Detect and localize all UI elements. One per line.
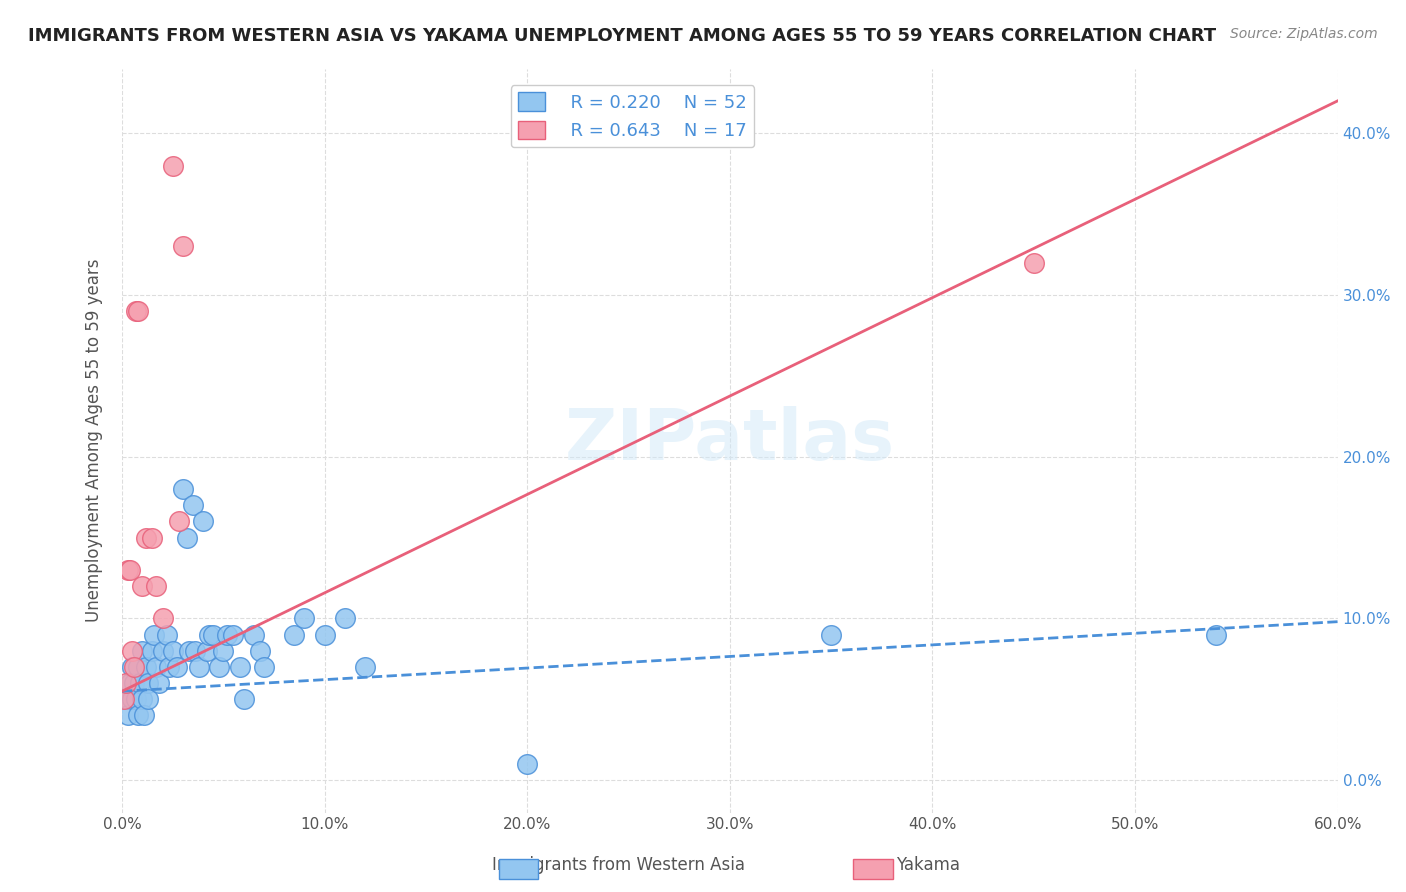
Point xyxy=(112,692,135,706)
Point xyxy=(120,676,142,690)
Point xyxy=(134,708,156,723)
Point xyxy=(1022,255,1045,269)
Point xyxy=(156,627,179,641)
Point xyxy=(184,644,207,658)
Point xyxy=(135,660,157,674)
Point xyxy=(181,498,204,512)
Point xyxy=(138,692,160,706)
Point xyxy=(516,757,538,772)
Point xyxy=(145,579,167,593)
Point xyxy=(354,660,377,674)
Text: IMMIGRANTS FROM WESTERN ASIA VS YAKAMA UNEMPLOYMENT AMONG AGES 55 TO 59 YEARS CO: IMMIGRANTS FROM WESTERN ASIA VS YAKAMA U… xyxy=(28,27,1216,45)
Point xyxy=(195,644,218,658)
Point xyxy=(177,644,200,658)
Legend:   R = 0.220    N = 52,   R = 0.643    N = 17: R = 0.220 N = 52, R = 0.643 N = 17 xyxy=(510,85,755,147)
Point xyxy=(228,660,250,674)
Point xyxy=(292,611,315,625)
Point xyxy=(333,611,356,625)
Point xyxy=(138,676,160,690)
Point xyxy=(162,644,184,658)
Point xyxy=(131,644,153,658)
Point xyxy=(122,676,145,690)
Point xyxy=(212,644,235,658)
Text: Yakama: Yakama xyxy=(896,855,960,873)
Point xyxy=(208,660,231,674)
Text: Source: ZipAtlas.com: Source: ZipAtlas.com xyxy=(1230,27,1378,41)
Point xyxy=(120,563,142,577)
Point xyxy=(152,611,174,625)
Point xyxy=(127,660,149,674)
Point xyxy=(129,676,152,690)
Point xyxy=(141,644,163,658)
Point xyxy=(145,660,167,674)
Point xyxy=(172,482,194,496)
Point xyxy=(249,644,271,658)
Point xyxy=(820,627,842,641)
Point xyxy=(135,531,157,545)
Point xyxy=(188,660,211,674)
Point xyxy=(117,708,139,723)
Point xyxy=(121,644,143,658)
Point xyxy=(198,627,221,641)
Point xyxy=(242,627,264,641)
Point xyxy=(125,692,148,706)
Point xyxy=(121,692,143,706)
Point xyxy=(176,531,198,545)
Point xyxy=(202,627,225,641)
Point xyxy=(143,627,166,641)
Point xyxy=(172,239,194,253)
Point xyxy=(127,304,149,318)
Point xyxy=(314,627,336,641)
Point xyxy=(127,708,149,723)
Point xyxy=(1205,627,1227,641)
Point xyxy=(222,627,245,641)
Point xyxy=(232,692,254,706)
Point xyxy=(148,676,170,690)
Point xyxy=(283,627,305,641)
Point xyxy=(162,159,184,173)
Point xyxy=(122,660,145,674)
Point xyxy=(131,692,153,706)
Point xyxy=(253,660,276,674)
Point xyxy=(191,515,214,529)
Point xyxy=(115,676,138,690)
Point xyxy=(117,563,139,577)
Point xyxy=(141,531,163,545)
Text: ZIPatlas: ZIPatlas xyxy=(565,406,894,475)
Point xyxy=(167,515,190,529)
Point xyxy=(121,660,143,674)
Text: Immigrants from Western Asia: Immigrants from Western Asia xyxy=(492,855,745,873)
Y-axis label: Unemployment Among Ages 55 to 59 years: Unemployment Among Ages 55 to 59 years xyxy=(86,259,103,623)
Point xyxy=(217,627,239,641)
Point xyxy=(166,660,188,674)
Point xyxy=(157,660,180,674)
Point xyxy=(125,304,148,318)
Point xyxy=(115,692,138,706)
Point xyxy=(131,579,153,593)
Point xyxy=(152,644,174,658)
